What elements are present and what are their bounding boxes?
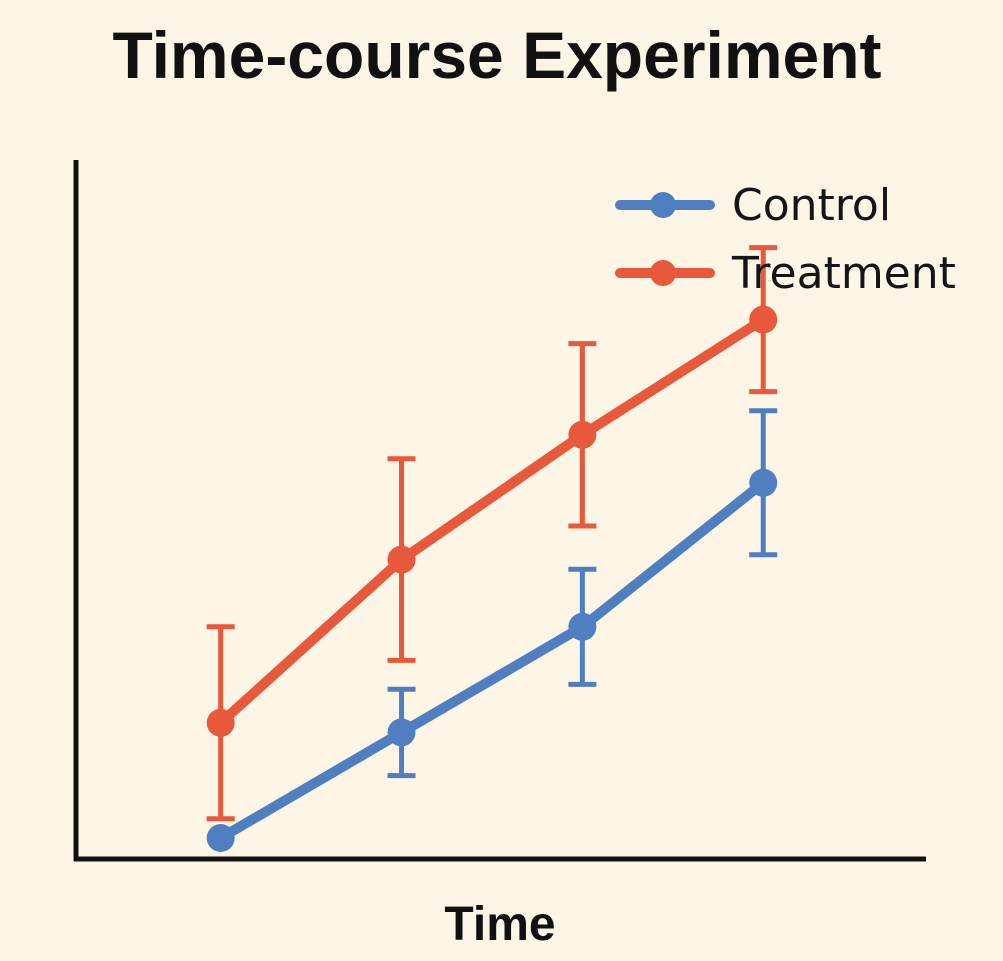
- data-point-control: [206, 824, 235, 852]
- legend-label-treatment: Treatment: [731, 248, 956, 299]
- series-line-control: [215, 477, 769, 843]
- legend-item-treatment: Treatment: [615, 248, 956, 299]
- data-point-control: [568, 612, 597, 641]
- data-point-control: [749, 468, 778, 497]
- series-treatment: [206, 245, 778, 822]
- data-point-treatment: [206, 708, 235, 737]
- data-point-control: [387, 718, 416, 747]
- legend-marker-control: [650, 192, 676, 218]
- series-line-treatment: [215, 314, 769, 728]
- chart-title: Time-course Experiment: [112, 18, 881, 92]
- legend: Control Treatment: [615, 180, 956, 299]
- data-point-treatment: [387, 545, 416, 574]
- x-axis-label: Time: [444, 898, 555, 951]
- data-point-treatment: [568, 420, 597, 449]
- data-point-treatment: [749, 305, 778, 334]
- legend-item-control: Control: [615, 180, 891, 231]
- series-control: [206, 408, 778, 852]
- plot-area: [206, 245, 778, 852]
- legend-label-control: Control: [732, 180, 891, 231]
- legend-marker-treatment: [650, 260, 676, 286]
